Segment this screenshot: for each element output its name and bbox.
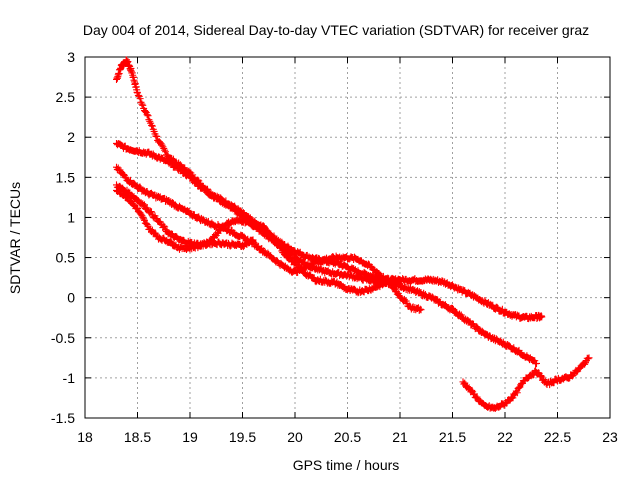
data-point-marker bbox=[276, 243, 284, 251]
y-tick-label: 0.5 bbox=[56, 250, 76, 266]
x-tick-label: 20 bbox=[287, 429, 303, 445]
data-point-marker bbox=[138, 212, 146, 220]
data-point-marker bbox=[218, 196, 225, 204]
series-arc-6 bbox=[459, 354, 593, 412]
x-tick-label: 22 bbox=[497, 429, 513, 445]
data-point-marker bbox=[585, 354, 593, 362]
data-point-marker bbox=[285, 253, 293, 261]
series-arc-3 bbox=[113, 163, 425, 314]
data-point-marker bbox=[509, 394, 517, 402]
data-point-marker bbox=[581, 360, 589, 368]
data-point-marker bbox=[121, 173, 129, 181]
x-axis-label: GPS time / hours bbox=[293, 457, 400, 473]
y-tick-label: -0.5 bbox=[51, 330, 75, 346]
x-tick-label: 18 bbox=[77, 429, 93, 445]
data-point-marker bbox=[160, 144, 168, 152]
data-point-marker bbox=[134, 91, 142, 99]
data-point-marker bbox=[238, 211, 246, 219]
data-point-marker bbox=[148, 208, 155, 216]
x-tick-label: 19 bbox=[182, 429, 198, 445]
data-point-marker bbox=[266, 229, 274, 237]
y-tick-label: -1.5 bbox=[51, 410, 75, 426]
data-point-marker bbox=[464, 317, 472, 325]
data-point-marker bbox=[537, 372, 545, 380]
chart-title: Day 004 of 2014, Sidereal Day-to-day VTE… bbox=[83, 22, 589, 38]
data-point-marker bbox=[192, 178, 200, 186]
data-point-marker bbox=[160, 222, 168, 230]
data-point-marker bbox=[125, 188, 133, 196]
data-point-marker bbox=[144, 112, 152, 120]
data-point-marker bbox=[139, 101, 147, 109]
axis-ticks: 18 18.5 19 19.5 20 20.5 21 21.5 22 22.5 23-1.5-1-0… bbox=[51, 49, 618, 445]
data-point-marker bbox=[514, 384, 522, 392]
data-point-marker bbox=[137, 210, 145, 218]
data-point-marker bbox=[141, 107, 149, 115]
x-tick-label: 18.5 bbox=[124, 429, 151, 445]
data-point-marker bbox=[507, 394, 515, 402]
data-point-marker bbox=[158, 141, 166, 149]
data-point-marker bbox=[473, 323, 481, 331]
data-point-marker bbox=[260, 223, 268, 231]
data-point-marker bbox=[136, 95, 144, 103]
data-point-marker bbox=[415, 288, 423, 296]
x-tick-label: 19.5 bbox=[229, 429, 256, 445]
data-point-marker bbox=[140, 215, 148, 223]
data-point-marker bbox=[157, 140, 165, 148]
data-point-marker bbox=[145, 116, 153, 124]
series-arc-5 bbox=[113, 186, 257, 254]
y-axis-label: SDTVAR / TECUs bbox=[7, 182, 23, 294]
data-point-marker bbox=[167, 237, 175, 245]
data-point-marker bbox=[138, 100, 146, 108]
data-point-marker bbox=[533, 359, 540, 367]
y-tick-label: 3 bbox=[67, 49, 75, 65]
data-point-marker bbox=[415, 306, 423, 314]
data-point-marker bbox=[498, 305, 506, 313]
data-point-marker bbox=[389, 284, 397, 292]
data-point-marker bbox=[396, 276, 404, 284]
data-point-marker bbox=[162, 148, 169, 156]
data-point-marker bbox=[517, 381, 525, 389]
data-point-marker bbox=[148, 122, 156, 130]
data-point-marker bbox=[153, 132, 161, 140]
data-point-marker bbox=[143, 111, 151, 119]
x-tick-label: 21 bbox=[392, 429, 408, 445]
data-point-marker bbox=[459, 286, 467, 294]
y-tick-label: 2 bbox=[67, 129, 75, 145]
data-point-marker bbox=[468, 386, 476, 394]
y-tick-label: 0 bbox=[67, 290, 75, 306]
x-tick-label: 23 bbox=[602, 429, 618, 445]
grid-lines bbox=[85, 57, 610, 418]
data-point-marker bbox=[137, 98, 145, 106]
data-point-marker bbox=[288, 249, 295, 257]
data-point-marker bbox=[159, 143, 167, 151]
data-point-marker bbox=[148, 121, 155, 129]
data-point-marker bbox=[584, 355, 592, 363]
data-point-marker bbox=[513, 389, 521, 397]
data-point-marker bbox=[262, 226, 270, 234]
y-tick-label: 2.5 bbox=[56, 89, 76, 105]
data-point-marker bbox=[457, 311, 465, 319]
data-point-marker bbox=[538, 313, 546, 321]
data-point-marker bbox=[400, 295, 408, 303]
y-tick-label: 1.5 bbox=[56, 169, 76, 185]
series-arc-2 bbox=[113, 139, 540, 368]
data-point-marker bbox=[127, 176, 134, 184]
data-point-marker bbox=[493, 303, 501, 311]
x-tick-label: 21.5 bbox=[439, 429, 466, 445]
data-point-marker bbox=[473, 393, 481, 401]
data-point-marker bbox=[141, 216, 148, 224]
data-point-marker bbox=[139, 213, 147, 221]
data-point-marker bbox=[161, 146, 169, 154]
data-point-marker bbox=[124, 193, 132, 201]
data-point-marker bbox=[143, 221, 151, 229]
data-point-marker bbox=[417, 306, 425, 314]
y-tick-label: 1 bbox=[67, 209, 75, 225]
x-tick-label: 20.5 bbox=[334, 429, 361, 445]
y-tick-label: -1 bbox=[63, 370, 76, 386]
data-point-marker bbox=[569, 371, 577, 379]
x-tick-label: 22.5 bbox=[544, 429, 571, 445]
data-point-marker bbox=[249, 236, 257, 244]
data-points bbox=[113, 56, 593, 412]
